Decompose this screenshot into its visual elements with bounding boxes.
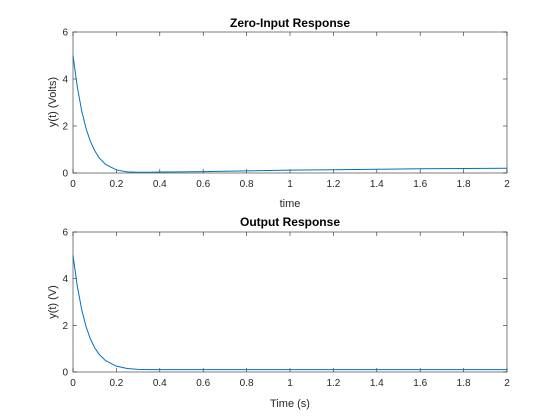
x-tick-label: 1.8 xyxy=(457,179,471,190)
y-tick-label: 4 xyxy=(62,75,68,86)
x-tick-label: 0 xyxy=(70,378,76,389)
series-lines xyxy=(72,255,507,371)
x-axis-label: time xyxy=(280,198,301,210)
x-tick-label: 1.2 xyxy=(326,378,340,389)
y-ticks: 0 2 4 6 xyxy=(62,28,507,180)
x-tick-label: 0.8 xyxy=(240,378,254,389)
plot-frame xyxy=(72,231,508,373)
series-line xyxy=(72,255,507,371)
y-tick-label: 2 xyxy=(62,122,68,133)
x-tick-label: 0.2 xyxy=(109,378,123,389)
y-tick-label: 0 xyxy=(62,169,68,180)
y-axis-label: y(t) (Volts) xyxy=(47,77,59,127)
x-tick-label: 0.6 xyxy=(196,378,210,389)
y-tick-label: 2 xyxy=(62,321,68,332)
x-tick-label: 0.4 xyxy=(153,378,167,389)
x-tick-label: 1 xyxy=(287,378,293,389)
x-tick-label: 2 xyxy=(504,179,510,190)
y-tick-label: 0 xyxy=(62,368,68,379)
x-tick-label: 0.6 xyxy=(196,179,210,190)
x-ticks: 0 0.2 0.4 0.6 0.8 1 1.2 1.4 1.6 1.8 2 xyxy=(70,32,510,190)
x-axis-label: Time (s) xyxy=(270,398,310,410)
x-tick-label: 1.4 xyxy=(370,179,384,190)
x-tick-label: 1.2 xyxy=(326,179,340,190)
y-axis-label: y(t) (V) xyxy=(47,285,59,319)
chart-title: Zero-Input Response xyxy=(230,16,350,30)
output-response-axes: Output Response Time (s) y(t) (V) 0 0.2 0.… xyxy=(47,215,510,410)
x-tick-label: 1.4 xyxy=(370,378,384,389)
series-lines xyxy=(72,55,508,173)
plot-frame xyxy=(72,31,508,174)
x-tick-label: 1.6 xyxy=(413,378,427,389)
x-tick-label: 0.2 xyxy=(109,179,123,190)
x-tick-label: 2 xyxy=(504,378,510,389)
x-tick-label: 0 xyxy=(70,179,76,190)
x-tick-label: 1.8 xyxy=(457,378,471,389)
series-line xyxy=(72,55,508,173)
chart-title: Output Response xyxy=(240,215,340,229)
x-tick-label: 1 xyxy=(287,179,293,190)
x-tick-label: 1.6 xyxy=(413,179,427,190)
x-tick-label: 0.8 xyxy=(240,179,254,190)
y-tick-label: 6 xyxy=(62,228,68,239)
y-tick-label: 4 xyxy=(62,274,68,285)
x-tick-label: 0.4 xyxy=(153,179,167,190)
y-tick-label: 6 xyxy=(62,28,68,39)
